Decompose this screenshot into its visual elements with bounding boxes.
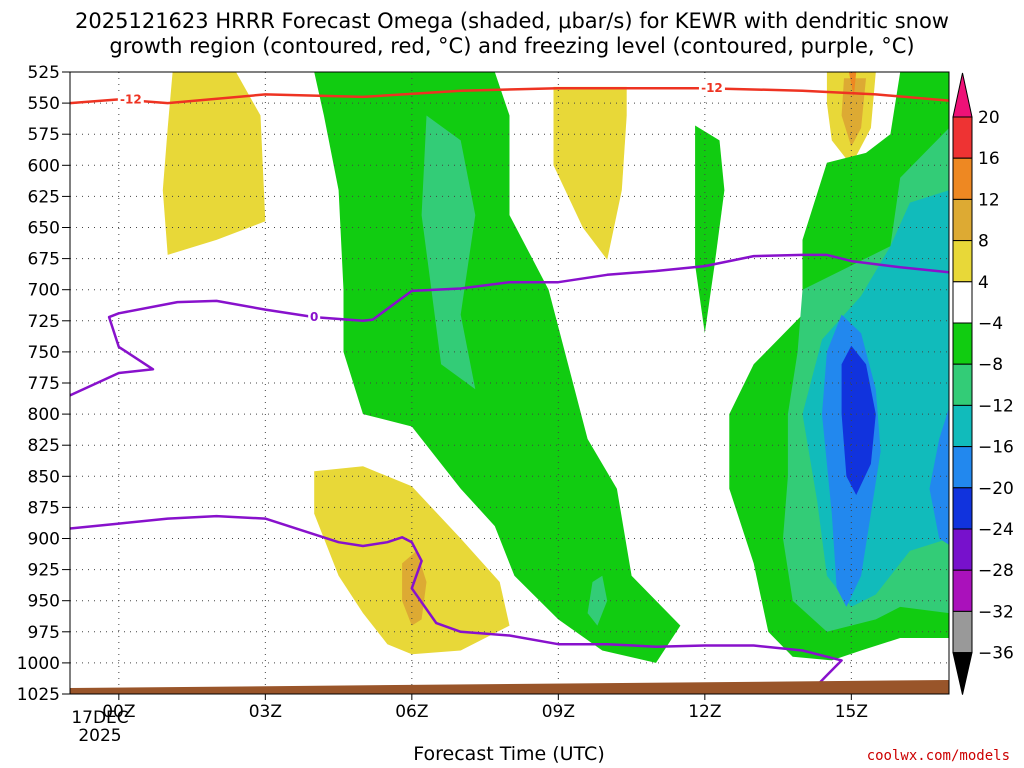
colorbar-label-3: 8 (978, 232, 989, 252)
omega-region-le_m16-15 (929, 407, 949, 545)
y-tick-label-700: 700 (28, 281, 60, 301)
colorbar-label-13: −36 (978, 644, 1014, 664)
plot-area: -12 -12 0 (69, 71, 950, 695)
colorbar-label-0: 20 (978, 108, 1000, 128)
y-tick-label-900: 900 (28, 530, 60, 550)
dgz-label-bg-1 (698, 80, 725, 96)
y-tick-label-850: 850 (28, 467, 60, 487)
colorbar-label-9: −20 (978, 479, 1014, 499)
y-tick-label-725: 725 (28, 312, 60, 332)
dgz-contour-label-1: -12 (701, 81, 723, 95)
omega-region-ge8-5 (402, 550, 427, 626)
freezing-contour-line-0 (70, 253, 949, 397)
chart-title-line2: growth region (contoured, red, °C) and f… (109, 34, 914, 58)
dgz-label-bg-0 (117, 91, 144, 107)
colorbar-band-2 (952, 198, 973, 242)
colorbar-label-2: 12 (978, 190, 1000, 210)
freezing-label-bg (308, 309, 321, 324)
colorbar-label-5: −4 (978, 314, 1003, 334)
y-tick-label-650: 650 (28, 219, 60, 239)
colorbar-label-1: 16 (978, 149, 1000, 169)
omega-region-le_m4-7 (314, 72, 681, 663)
omega-region-ge4-1 (553, 86, 627, 260)
x-tick-label-09Z: 09Z (542, 702, 575, 722)
y-tick-label-1025: 1025 (17, 685, 60, 705)
y-tick-label-1000: 1000 (17, 654, 60, 674)
dgz-contour-line (70, 86, 949, 105)
colorbar-label-11: −28 (978, 561, 1014, 581)
colorbar-band-10 (952, 528, 973, 571)
colorbar-label-8: −16 (978, 438, 1014, 458)
omega-shading (162, 72, 949, 663)
colorbar-band-0 (952, 116, 973, 159)
y-tick-label-975: 975 (28, 623, 60, 643)
colorbar-label-4: 4 (978, 273, 989, 293)
y-tick-label-600: 600 (28, 156, 60, 176)
y-tick-label-575: 575 (28, 125, 60, 145)
y-tick-label-925: 925 (28, 561, 60, 581)
date-label-year: 2025 (78, 726, 121, 746)
colorbar-band-6 (952, 363, 973, 406)
freezing-contour-label: 0 (310, 310, 318, 324)
colorbar-band-3 (952, 240, 973, 283)
x-tick-label-15Z: 15Z (835, 702, 868, 722)
omega-region-le_m8-11 (587, 575, 608, 626)
dgz-contour-label-0: -12 (120, 92, 142, 106)
omega-region-le_m8-10 (421, 115, 476, 390)
x-axis-title: Forecast Time (UTC) (413, 743, 604, 765)
x-tick-label-00Z: 00Z (102, 702, 135, 722)
y-tick-label-875: 875 (28, 498, 60, 518)
date-label-day: 17DEC (71, 708, 128, 728)
colorbar-label-10: −24 (978, 520, 1014, 540)
y-tick-label-825: 825 (28, 436, 60, 456)
y-tick-label-800: 800 (28, 405, 60, 425)
colorbar-top-arrow (952, 72, 973, 118)
y-tick-label-775: 775 (28, 374, 60, 394)
x-axis: 00Z 03Z 06Z 09Z 12Z 15Z (102, 694, 868, 722)
colorbar-bottom-arrow (952, 652, 973, 695)
chart-title-line1: 2025121623 HRRR Forecast Omega (shaded, … (75, 9, 949, 33)
y-tick-label-550: 550 (28, 94, 60, 114)
colorbar-band-9 (952, 487, 973, 530)
omega-region-le_m4-8 (695, 125, 725, 334)
freezing-contour-line-1 (70, 514, 843, 687)
colorbar-label-12: −32 (978, 602, 1014, 622)
y-axis: 525 550 575 600 625 650 675 700 725 750 775 800 825 8… (17, 63, 70, 705)
y-tick-label-950: 950 (28, 592, 60, 612)
colorbar-band-4 (952, 281, 973, 324)
colorbar-band-12 (952, 610, 973, 654)
colorbar-band-1 (952, 157, 973, 200)
omega-region-ge8-4 (841, 78, 866, 147)
y-tick-label-625: 625 (28, 187, 60, 207)
x-tick-label-06Z: 06Z (395, 702, 428, 722)
colorbar-label-7: −12 (978, 396, 1014, 416)
y-tick-label-525: 525 (28, 63, 60, 83)
x-tick-label-03Z: 03Z (249, 702, 282, 722)
y-tick-label-675: 675 (28, 250, 60, 270)
colorbar-label-6: −8 (978, 355, 1003, 375)
contours: -12 -12 0 (70, 80, 949, 687)
colorbar-band-7 (952, 404, 973, 448)
credit-text: coolwx.com/models (867, 748, 1010, 764)
colorbar-band-5 (952, 322, 973, 365)
ground-surface (70, 680, 949, 694)
y-tick-label-750: 750 (28, 343, 60, 363)
x-tick-label-12Z: 12Z (688, 702, 721, 722)
omega-region-ge4-0 (162, 72, 266, 255)
colorbar-band-8 (952, 446, 973, 489)
omega-region-ge16-6 (848, 72, 857, 97)
colorbar: 20 16 12 8 4 −4 −8 −12 −16 −20 −24 −28 −32 −36 (952, 72, 1014, 695)
colorbar-band-11 (952, 569, 973, 612)
